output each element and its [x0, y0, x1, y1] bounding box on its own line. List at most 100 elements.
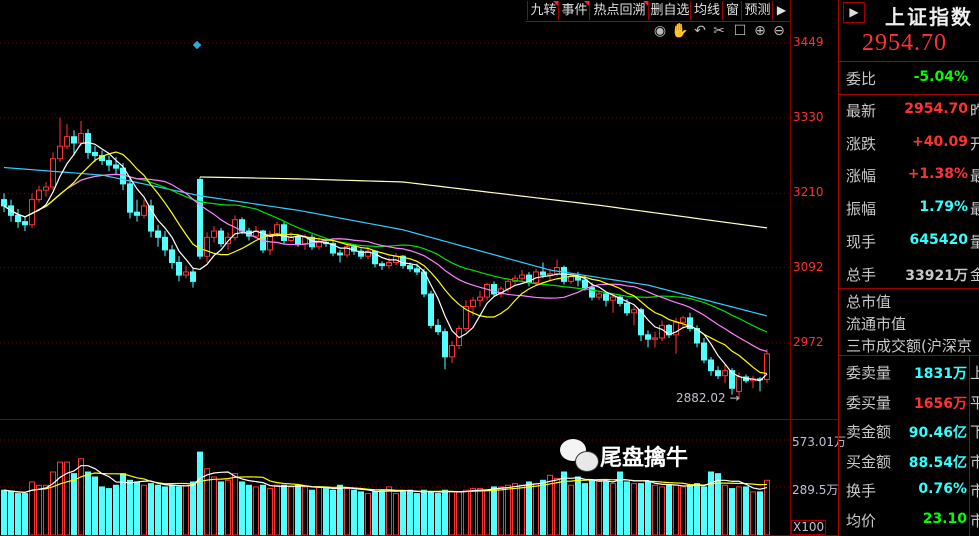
candle-down [1, 199, 7, 207]
volume-bar [330, 489, 336, 536]
toolbar-button-0[interactable]: 九转 [527, 1, 559, 20]
volume-bar [379, 489, 385, 536]
volume-bar [764, 479, 770, 536]
volume-bar [617, 471, 623, 536]
candle-down [435, 324, 441, 333]
candle-down [442, 331, 448, 358]
quote-value: 1.79% [919, 199, 968, 216]
toolbar-button-label: 事件 [561, 3, 588, 18]
hand-icon[interactable]: ✋ [671, 23, 689, 39]
volume-bar [337, 484, 343, 536]
volume-bar [141, 484, 147, 536]
volume-bar [610, 483, 616, 536]
toolbar-button-2[interactable]: 热点回溯 [589, 1, 649, 20]
candle-down [169, 249, 175, 263]
quote-label: 现手 [846, 232, 877, 251]
clipped-label: 平 [970, 393, 979, 412]
index-price: 2954.70 [862, 30, 947, 56]
y-tick-label: 3092 [793, 259, 824, 274]
candle-up [680, 317, 686, 323]
volume-bar [218, 481, 224, 536]
candle-down [309, 236, 315, 248]
quote-label: 换手 [846, 482, 877, 500]
toolbar-button-5[interactable]: 窗 [722, 1, 742, 20]
watermark-text: 尾盘擒牛 [600, 446, 689, 471]
volume-bar [470, 488, 476, 536]
divider [969, 356, 970, 536]
volume-bar [211, 476, 217, 536]
volume-bar [638, 483, 644, 536]
toolbar-button-4[interactable]: 均线 [690, 1, 723, 20]
quote-value: 1831万 [914, 366, 967, 382]
candle-up [596, 293, 602, 298]
notification-corner-icon [584, 1, 590, 7]
candle-up [183, 271, 189, 276]
notification-corner-icon [553, 1, 559, 7]
candle-up [547, 273, 553, 276]
volume-bar [456, 491, 462, 536]
clipped-label: 市 [970, 511, 979, 530]
candle-down [358, 250, 364, 257]
quote-label: 均价 [846, 511, 877, 530]
volume-scale-badge[interactable]: X100 [791, 520, 827, 535]
volume-bar [344, 488, 350, 536]
clipped-label: 开 [970, 134, 979, 153]
toolbar-button-1[interactable]: 事件 [558, 1, 590, 20]
candle-up [204, 236, 210, 257]
volume-bar [582, 483, 588, 536]
volume-bar [743, 486, 749, 536]
quote-value: 0.76% [918, 481, 967, 497]
volume-ma5-line [3, 465, 768, 493]
volume-bar [1, 489, 7, 536]
volume-bar [22, 493, 28, 536]
volume-bar [302, 486, 308, 536]
candle-down [106, 160, 112, 166]
toolbar-button-label: 热点回溯 [593, 3, 646, 18]
volume-bar [477, 488, 483, 536]
volume-bar [491, 486, 497, 536]
volume-bar [274, 484, 280, 536]
y-tick-label: 3330 [793, 109, 824, 124]
candle-up [78, 133, 84, 144]
volume-bar [127, 479, 133, 536]
volume-bar [78, 458, 84, 536]
toolbar-button-6[interactable]: 预测 [741, 1, 773, 20]
toolbar-button-3[interactable]: 删自选 [648, 1, 691, 20]
volume-bar [568, 484, 574, 536]
volume-bar [414, 493, 420, 536]
undo-icon[interactable]: ↶ [694, 23, 706, 39]
quote-label: 委卖量 [846, 364, 892, 382]
market-stat-label: 流通市值 [846, 315, 907, 333]
volume-bar [694, 483, 700, 536]
wechat-watermark: 尾盘擒牛 [560, 437, 710, 477]
lock-icon[interactable]: ☐ [733, 23, 747, 39]
volume-bar [687, 484, 693, 536]
volume-bar [246, 484, 252, 536]
volume-bar [603, 481, 609, 536]
panel-collapse-button[interactable]: ▶ [843, 2, 865, 23]
quote-value: -5.04% [913, 69, 968, 85]
toolbar-collapse-button[interactable]: ▶ [772, 1, 790, 20]
clipped-label: 最 [970, 200, 979, 219]
volume-bar [288, 486, 294, 536]
candle-up [463, 306, 469, 330]
zoom-out-icon[interactable]: ⊖ [773, 23, 785, 39]
quote-value: 2954.70 [904, 101, 968, 117]
volume-bar [358, 491, 364, 536]
candle-up [274, 224, 280, 235]
ma30-line [3, 173, 768, 333]
clipped-label: 昨 [970, 102, 979, 120]
candle-up [519, 274, 525, 279]
ma5-line [3, 141, 768, 382]
candle-down [603, 293, 609, 301]
volume-bar [449, 491, 455, 536]
quote-value: 90.46亿 [908, 425, 967, 441]
volume-panel-divider [0, 419, 838, 420]
zoom-in-icon[interactable]: ⊕ [754, 23, 766, 39]
eye-icon[interactable]: ◉ [653, 23, 667, 39]
scissors-icon[interactable]: ✂ [713, 23, 725, 39]
volume-bar [92, 476, 98, 536]
toolbar-button-label: 九转 [530, 3, 557, 18]
volume-bar [407, 489, 413, 536]
